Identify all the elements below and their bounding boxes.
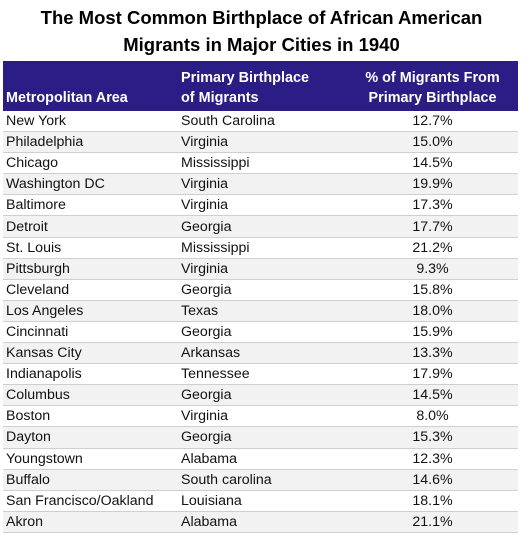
cell-percent: 12.7% xyxy=(347,111,518,133)
cell-metropolitan-area: Cleveland xyxy=(3,279,178,301)
cell-primary-birthplace: Alabama xyxy=(178,511,347,533)
cell-metropolitan-area: Chicago xyxy=(3,152,178,175)
cell-metropolitan-area: Cincinnati xyxy=(3,321,178,344)
cell-metropolitan-area: Columbus xyxy=(3,384,178,407)
cell-metropolitan-area: San Francisco/Oakland xyxy=(3,490,178,512)
cell-primary-birthplace: Georgia xyxy=(178,279,347,301)
cell-percent: 21.2% xyxy=(347,237,518,259)
cell-metropolitan-area: Philadelphia xyxy=(3,131,178,154)
cell-primary-birthplace: Georgia xyxy=(178,384,347,407)
cell-metropolitan-area: Buffalo xyxy=(3,469,178,491)
table-row: San Francisco/Oakland Louisiana 18.1% xyxy=(3,490,518,512)
cell-primary-birthplace: South carolina xyxy=(178,469,347,491)
cell-primary-birthplace: Virginia xyxy=(178,173,347,196)
cell-primary-birthplace: Georgia xyxy=(178,321,347,344)
table-body: New York South Carolina 12.7% Philadelphia V… xyxy=(3,111,518,533)
title-line-1: The Most Common Birthplace of African Am… xyxy=(40,7,483,28)
cell-metropolitan-area: St. Louis xyxy=(3,237,178,259)
cell-percent: 12.3% xyxy=(347,448,518,470)
table-row: Kansas City Arkansas 13.3% xyxy=(3,342,518,365)
cell-primary-birthplace: Georgia xyxy=(178,215,347,238)
cell-primary-birthplace: Georgia xyxy=(178,426,347,449)
cell-primary-birthplace: Virginia xyxy=(178,194,347,217)
cell-percent: 17.7% xyxy=(347,215,518,238)
cell-percent: 15.9% xyxy=(347,321,518,344)
table-row: Washington DC Virginia 19.9% xyxy=(3,173,518,196)
table-row: Cleveland Georgia 15.8% xyxy=(3,279,518,301)
cell-primary-birthplace: Virginia xyxy=(178,258,347,280)
cell-primary-birthplace: Alabama xyxy=(178,448,347,470)
cell-percent: 18.0% xyxy=(347,300,518,322)
header-area-label: Metropolitan Area xyxy=(6,90,128,106)
table-row: Los Angeles Texas 18.0% xyxy=(3,300,518,322)
cell-percent: 21.1% xyxy=(347,511,518,533)
cell-metropolitan-area: Detroit xyxy=(3,215,178,238)
cell-primary-birthplace: Virginia xyxy=(178,405,347,428)
table-row: New York South Carolina 12.7% xyxy=(3,111,518,133)
table-row: Detroit Georgia 17.7% xyxy=(3,215,518,238)
cell-primary-birthplace: Louisiana xyxy=(178,490,347,512)
cell-primary-birthplace: Tennessee xyxy=(178,363,347,386)
cell-metropolitan-area: Indianapolis xyxy=(3,363,178,386)
cell-metropolitan-area: Washington DC xyxy=(3,173,178,196)
header-pct-line-1: % of Migrants From xyxy=(365,70,500,86)
cell-percent: 15.0% xyxy=(347,131,518,154)
header-metropolitan-area: Metropolitan Area xyxy=(3,61,178,111)
header-birthplace-line-2: of Migrants xyxy=(181,90,259,106)
header-birthplace-line-1: Primary Birthplace xyxy=(181,70,309,86)
cell-percent: 15.8% xyxy=(347,279,518,301)
table-row: Indianapolis Tennessee 17.9% xyxy=(3,363,518,386)
table-row: Dayton Georgia 15.3% xyxy=(3,426,518,449)
cell-percent: 14.5% xyxy=(347,384,518,407)
cell-metropolitan-area: Boston xyxy=(3,405,178,428)
cell-percent: 18.1% xyxy=(347,490,518,512)
header-percent-migrants: % of Migrants From Primary Birthplace xyxy=(347,61,518,111)
cell-primary-birthplace: Mississippi xyxy=(178,237,347,259)
cell-primary-birthplace: Arkansas xyxy=(178,342,347,365)
cell-metropolitan-area: Los Angeles xyxy=(3,300,178,322)
cell-percent: 13.3% xyxy=(347,342,518,365)
migration-table: Metropolitan Area Primary Birthplace of … xyxy=(3,61,518,533)
cell-metropolitan-area: Baltimore xyxy=(3,194,178,217)
page-title: The Most Common Birthplace of African Am… xyxy=(0,4,523,58)
cell-metropolitan-area: Kansas City xyxy=(3,342,178,365)
table-row: Baltimore Virginia 17.3% xyxy=(3,194,518,217)
cell-percent: 17.3% xyxy=(347,194,518,217)
cell-metropolitan-area: New York xyxy=(3,111,178,133)
cell-percent: 15.3% xyxy=(347,426,518,449)
cell-percent: 19.9% xyxy=(347,173,518,196)
title-line-2: Migrants in Major Cities in 1940 xyxy=(123,34,400,55)
header-row: Metropolitan Area Primary Birthplace of … xyxy=(3,61,518,111)
header-pct-line-2: Primary Birthplace xyxy=(368,90,497,106)
cell-metropolitan-area: Akron xyxy=(3,511,178,533)
cell-primary-birthplace: Virginia xyxy=(178,131,347,154)
table-header: Metropolitan Area Primary Birthplace of … xyxy=(3,61,518,111)
cell-metropolitan-area: Youngstown xyxy=(3,448,178,470)
header-primary-birthplace: Primary Birthplace of Migrants xyxy=(178,61,347,111)
cell-percent: 9.3% xyxy=(347,258,518,280)
cell-primary-birthplace: Texas xyxy=(178,300,347,322)
table-row: Youngstown Alabama 12.3% xyxy=(3,448,518,470)
table-row: Buffalo South carolina 14.6% xyxy=(3,469,518,491)
table-row: Chicago Mississippi 14.5% xyxy=(3,152,518,175)
cell-percent: 14.6% xyxy=(347,469,518,491)
cell-primary-birthplace: Mississippi xyxy=(178,152,347,175)
table-row: Columbus Georgia 14.5% xyxy=(3,384,518,407)
cell-percent: 17.9% xyxy=(347,363,518,386)
table-row: Pittsburgh Virginia 9.3% xyxy=(3,258,518,280)
cell-metropolitan-area: Pittsburgh xyxy=(3,258,178,280)
cell-metropolitan-area: Dayton xyxy=(3,426,178,449)
table-row: Philadelphia Virginia 15.0% xyxy=(3,131,518,154)
cell-percent: 14.5% xyxy=(347,152,518,175)
table-row: Boston Virginia 8.0% xyxy=(3,405,518,428)
cell-percent: 8.0% xyxy=(347,405,518,428)
table-row: St. Louis Mississippi 21.2% xyxy=(3,237,518,259)
cell-primary-birthplace: South Carolina xyxy=(178,111,347,133)
table-row: Akron Alabama 21.1% xyxy=(3,511,518,533)
table-row: Cincinnati Georgia 15.9% xyxy=(3,321,518,344)
